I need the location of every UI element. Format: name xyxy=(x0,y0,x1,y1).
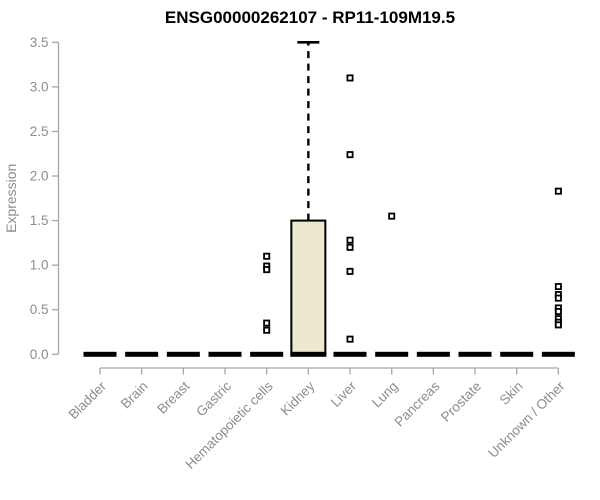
outlier-point xyxy=(346,243,354,251)
y-tick-label: 0.5 xyxy=(30,302,49,317)
box-breast xyxy=(166,351,200,357)
box-unknown-other xyxy=(541,187,575,357)
outlier-point xyxy=(263,319,271,327)
median-line xyxy=(250,351,284,357)
y-tick-label: 0.0 xyxy=(30,347,49,362)
outlier-point xyxy=(263,252,271,260)
box-kidney xyxy=(290,40,327,357)
outlier-point xyxy=(346,236,354,244)
box-lung xyxy=(375,212,409,357)
x-category-label-brain: Brain xyxy=(118,379,151,412)
outlier-point xyxy=(346,267,354,275)
y-tick-label: 2.5 xyxy=(30,124,49,139)
y-tick-label: 2.0 xyxy=(30,169,49,184)
box-pancreas xyxy=(416,351,450,357)
outlier-point xyxy=(554,308,562,316)
outlier-point xyxy=(554,283,562,291)
x-category-label-prostate: Prostate xyxy=(438,379,484,425)
y-tick-label: 1.5 xyxy=(30,213,49,228)
box-hematopoietic-cells xyxy=(250,252,284,357)
x-category-label-liver: Liver xyxy=(328,378,360,410)
median-line xyxy=(83,351,117,357)
x-category-label-bladder: Bladder xyxy=(66,378,110,422)
median-line xyxy=(333,351,367,357)
box-prostate xyxy=(458,351,492,357)
x-category-label-kidney: Kidney xyxy=(278,378,318,418)
box-liver xyxy=(333,74,367,357)
median-line xyxy=(125,351,159,357)
median-line xyxy=(290,351,327,357)
x-category-label-breast: Breast xyxy=(154,378,192,416)
outlier-point xyxy=(554,187,562,195)
box-bladder xyxy=(83,351,117,357)
box-skin xyxy=(500,351,534,357)
median-line xyxy=(500,351,534,357)
median-line xyxy=(541,351,575,357)
x-category-label-unknown-other: Unknown / Other xyxy=(485,378,568,461)
y-tick-label: 3.0 xyxy=(30,79,49,94)
median-line xyxy=(416,351,450,357)
outlier-point xyxy=(263,326,271,334)
x-category-label-skin: Skin xyxy=(497,379,526,408)
y-tick-label: 3.5 xyxy=(30,35,49,50)
box-brain xyxy=(125,351,159,357)
median-line xyxy=(375,351,409,357)
y-axis: 0.0 0.5 1.0 1.5 2.0 2.5 3.0 3.5 Expression xyxy=(3,35,60,362)
box-rect xyxy=(290,219,327,356)
chart-title: ENSG00000262107 - RP11-109M19.5 xyxy=(164,8,456,27)
x-category-label-lung: Lung xyxy=(369,379,401,411)
y-tick-label: 1.0 xyxy=(30,258,49,273)
median-line xyxy=(458,351,492,357)
x-category-label-pancreas: Pancreas xyxy=(392,378,443,429)
outlier-point xyxy=(388,212,396,220)
outlier-point xyxy=(346,335,354,343)
outlier-point xyxy=(554,294,562,302)
outlier-point xyxy=(263,266,271,274)
outlier-point xyxy=(346,74,354,82)
outlier-point xyxy=(554,321,562,329)
outlier-point xyxy=(346,151,354,159)
median-line xyxy=(166,351,200,357)
median-line xyxy=(208,351,242,357)
box-gastric xyxy=(208,351,242,357)
x-category-label-gastric: Gastric xyxy=(193,378,234,419)
y-axis-label: Expression xyxy=(3,164,19,233)
